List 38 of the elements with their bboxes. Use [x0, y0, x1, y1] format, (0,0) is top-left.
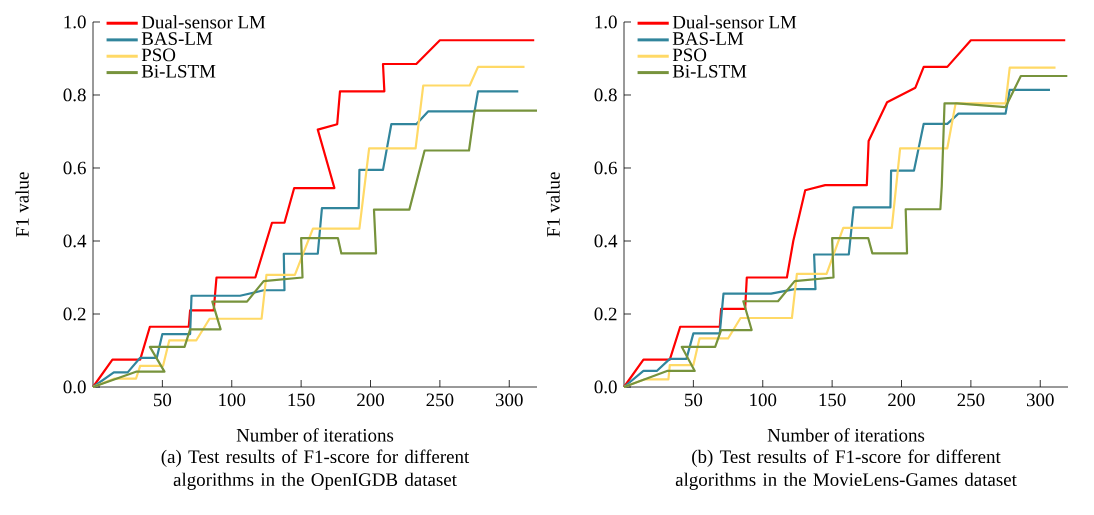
y-tick-label: 0.2 — [594, 307, 617, 321]
legend-label: PSO — [141, 48, 176, 62]
y-tick-label: 0.4 — [63, 234, 87, 248]
y-tick-label: 0.8 — [594, 88, 617, 102]
y-tick-label: 0.4 — [594, 234, 618, 248]
x-tick-label: 100 — [750, 393, 777, 407]
y-tick-label: 0.6 — [594, 161, 617, 175]
y-tick-label: 0.6 — [63, 161, 86, 175]
y-tick-label: 0.8 — [63, 88, 86, 102]
x-tick-label: 150 — [819, 393, 846, 407]
x-tick-label: 300 — [495, 393, 523, 407]
y-axis-title: F1 value — [15, 172, 29, 237]
text: (b) Test results of F1-score for different algorithms in the MovieLens-Games dataset — [675, 449, 1017, 490]
x-tick-label: 200 — [357, 393, 384, 407]
x-tick-label: 150 — [288, 393, 315, 407]
y-tick-label: 1.0 — [595, 15, 617, 29]
x-tick-label: 200 — [888, 393, 915, 407]
legend-label: Bi-LSTM — [672, 64, 747, 78]
y-tick-label: 0.0 — [594, 380, 617, 394]
x-tick-label: 250 — [426, 393, 454, 407]
x-axis-title: Number of iterations — [767, 428, 925, 442]
legend-label: Bi-LSTM — [141, 64, 216, 78]
y-tick-label: 0.2 — [63, 307, 86, 321]
y-tick-label: 1.0 — [64, 15, 86, 29]
x-tick-label: 50 — [685, 393, 703, 407]
x-tick-label: 250 — [957, 393, 985, 407]
text: (a) Test results of F1-score for different algorithms in the OpenIGDB dataset — [161, 449, 470, 490]
x-tick-label: 300 — [1026, 393, 1054, 407]
y-axis-title: F1 value — [546, 172, 560, 237]
legend-label: PSO — [672, 48, 707, 62]
x-tick-label: 50 — [154, 393, 172, 407]
x-axis-title: Number of iterations — [236, 428, 394, 442]
x-tick-label: 100 — [219, 393, 246, 407]
y-tick-label: 0.0 — [63, 380, 86, 394]
legend-label: Dual-sensor LM — [672, 15, 797, 29]
legend-label: BAS-LM — [141, 32, 213, 45]
legend-label: BAS-LM — [672, 32, 744, 45]
legend-label: Dual-sensor LM — [141, 15, 266, 29]
